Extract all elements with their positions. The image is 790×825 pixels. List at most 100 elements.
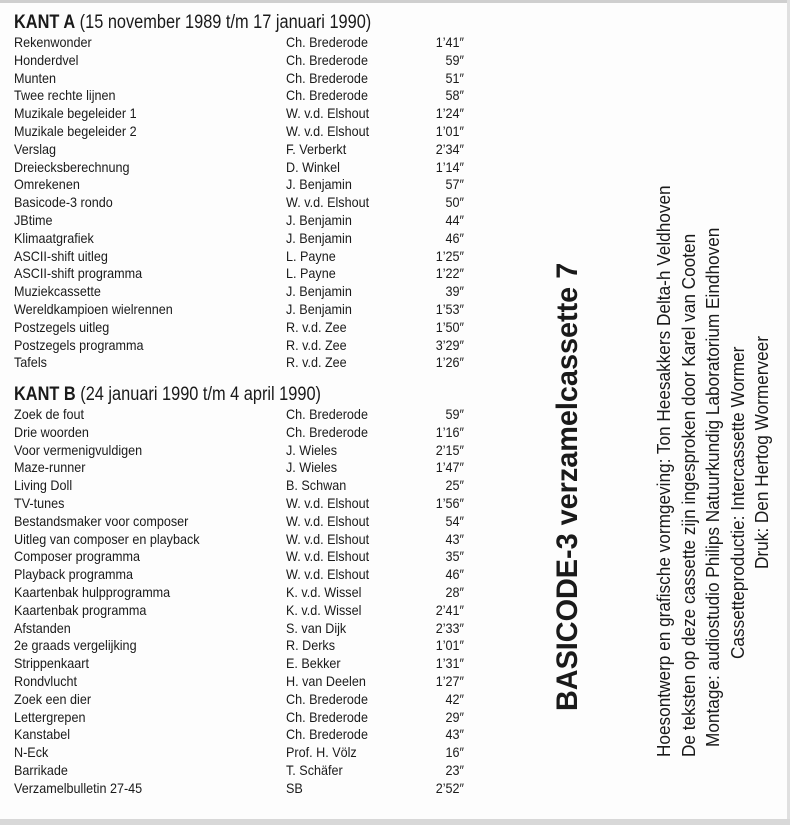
- track-duration: 3’29″: [435, 336, 464, 353]
- track-title: N-Eck: [14, 744, 49, 761]
- track-author: W. v.d. Elshout: [286, 566, 370, 583]
- track-title: Afstanden: [14, 619, 71, 636]
- track-title: Zoek een dier: [14, 690, 92, 707]
- scan-top-edge: [0, 0, 790, 3]
- track-duration: 25″: [445, 477, 464, 494]
- track-row: Maze-runner J. Wieles 1’47″: [14, 459, 474, 477]
- track-author: S. van Dijk: [286, 619, 347, 636]
- track-author: R. v.d. Zee: [286, 354, 347, 371]
- track-author: W. v.d. Elshout: [286, 494, 370, 511]
- track-row: JBtime J. Benjamin 44″: [14, 212, 474, 230]
- track-duration: 1’56″: [435, 494, 464, 511]
- track-row: Verslag F. Verberkt 2’34″: [14, 141, 474, 159]
- track-duration: 50″: [445, 194, 464, 211]
- side-a-tracks: Rekenwonder Ch. Brederode 1’41″ Honderdvel C…: [14, 34, 474, 372]
- track-author: Ch. Brederode: [286, 690, 368, 707]
- track-duration: 2’52″: [435, 779, 464, 796]
- track-title: Muzikale begeleider 2: [14, 122, 137, 139]
- track-author: R. v.d. Zee: [286, 318, 347, 335]
- track-title: Muziekcassette: [14, 283, 101, 300]
- side-a-tracklist: KANT A (15 november 1989 t/m 17 januari …: [14, 12, 474, 372]
- track-row: Rondvlucht H. van Deelen 1’27″: [14, 673, 474, 691]
- track-duration: 2’34″: [435, 140, 464, 157]
- track-title: Verslag: [14, 140, 57, 157]
- track-duration: 2’15″: [435, 441, 464, 458]
- track-row: Drie woorden Ch. Brederode 1’16″: [14, 424, 474, 442]
- track-author: Prof. H. Völz: [286, 744, 357, 761]
- track-row: Postzegels uitleg R. v.d. Zee 1’50″: [14, 319, 474, 337]
- side-b-name: KANT B: [14, 384, 76, 405]
- track-row: Munten Ch. Brederode 51″: [14, 70, 474, 88]
- track-duration: 43″: [445, 726, 464, 743]
- track-duration: 1’22″: [435, 265, 464, 282]
- track-author: R. Derks: [286, 637, 336, 654]
- track-row: Muzikale begeleider 1 W. v.d. Elshout 1’24…: [14, 105, 474, 123]
- track-author: K. v.d. Wissel: [286, 601, 362, 618]
- track-row: N-Eck Prof. H. Völz 16″: [14, 744, 474, 762]
- track-duration: 2’33″: [435, 619, 464, 636]
- credit-line-production: Cassetteproductie: Intercassette Wormer: [726, 346, 748, 659]
- track-title: Kaartenbak hulpprogramma: [14, 583, 171, 600]
- track-duration: 42″: [445, 690, 464, 707]
- credits-block: Hoesontwerp en grafische vormgeving: Ton…: [652, 17, 775, 757]
- track-title: Postzegels programma: [14, 336, 144, 353]
- track-duration: 1’53″: [435, 300, 464, 317]
- track-title: Munten: [14, 69, 57, 86]
- track-title: Voor vermenigvuldigen: [14, 441, 143, 458]
- track-row: Barrikade T. Schäfer 23″: [14, 762, 474, 780]
- track-duration: 57″: [445, 176, 464, 193]
- track-row: Kanstabel Ch. Brederode 43″: [14, 726, 474, 744]
- track-duration: 1’41″: [435, 34, 464, 50]
- track-author: J. Wieles: [286, 459, 338, 476]
- track-duration: 1’27″: [435, 672, 464, 689]
- track-row: Uitleg van composer en playback W. v.d. E…: [14, 531, 474, 549]
- track-duration: 46″: [445, 229, 464, 246]
- track-title: Tafels: [14, 354, 47, 371]
- track-duration: 29″: [445, 708, 464, 725]
- track-title: Maze-runner: [14, 459, 86, 476]
- track-author: Ch. Brederode: [286, 726, 368, 743]
- side-b-period: (24 januari 1990 t/m 4 april 1990): [80, 384, 321, 405]
- track-row: Bestandsmaker voor composer W. v.d. Elsho…: [14, 513, 474, 531]
- track-row: Living Doll B. Schwan 25″: [14, 477, 474, 495]
- track-duration: 39″: [445, 283, 464, 300]
- track-author: L. Payne: [286, 265, 336, 282]
- track-title: Honderdvel: [14, 51, 79, 68]
- track-title: Rekenwonder: [14, 34, 92, 50]
- track-row: Postzegels programma R. v.d. Zee 3’29″: [14, 337, 474, 355]
- track-author: Ch. Brederode: [286, 87, 368, 104]
- track-title: Drie woorden: [14, 423, 89, 440]
- track-row: Klimaatgrafiek J. Benjamin 46″: [14, 230, 474, 248]
- track-row: TV-tunes W. v.d. Elshout 1’56″: [14, 495, 474, 513]
- track-row: Lettergrepen Ch. Brederode 29″: [14, 709, 474, 727]
- track-row: Basicode-3 rondo W. v.d. Elshout 50″: [14, 194, 474, 212]
- track-author: E. Bekker: [286, 655, 341, 672]
- track-title: 2e graads vergelijking: [14, 637, 137, 654]
- track-author: W. v.d. Elshout: [286, 122, 370, 139]
- track-author: SB: [286, 779, 303, 796]
- track-author: J. Wieles: [286, 441, 338, 458]
- track-duration: 35″: [445, 548, 464, 565]
- track-title: Uitleg van composer en playback: [14, 530, 200, 547]
- track-title: Twee rechte lijnen: [14, 87, 116, 104]
- track-author: W. v.d. Elshout: [286, 530, 370, 547]
- track-author: Ch. Brederode: [286, 423, 368, 440]
- track-author: R. v.d. Zee: [286, 336, 347, 353]
- track-author: L. Payne: [286, 247, 336, 264]
- track-duration: 51″: [445, 69, 464, 86]
- track-row: Verzamelbulletin 27-45 SB 2’52″: [14, 780, 474, 798]
- track-row: Kaartenbak hulpprogramma K. v.d. Wissel 28…: [14, 584, 474, 602]
- track-title: Klimaatgrafiek: [14, 229, 94, 246]
- side-b-heading: KANT B (24 januari 1990 t/m 4 april 1990…: [14, 384, 410, 406]
- track-title: Muzikale begeleider 1: [14, 105, 137, 122]
- track-duration: 1’01″: [435, 637, 464, 654]
- track-row: Afstanden S. van Dijk 2’33″: [14, 620, 474, 638]
- track-title: Strippenkaart: [14, 655, 89, 672]
- track-row: ASCII-shift uitleg L. Payne 1’25″: [14, 248, 474, 266]
- track-duration: 2’41″: [435, 601, 464, 618]
- track-row: Omrekenen J. Benjamin 57″: [14, 176, 474, 194]
- track-row: Rekenwonder Ch. Brederode 1’41″: [14, 34, 474, 52]
- track-title: Playback programma: [14, 566, 134, 583]
- credit-line-design: Hoesontwerp en grafische vormgeving: Ton…: [653, 185, 674, 757]
- track-row: Voor vermenigvuldigen J. Wieles 2’15″: [14, 442, 474, 460]
